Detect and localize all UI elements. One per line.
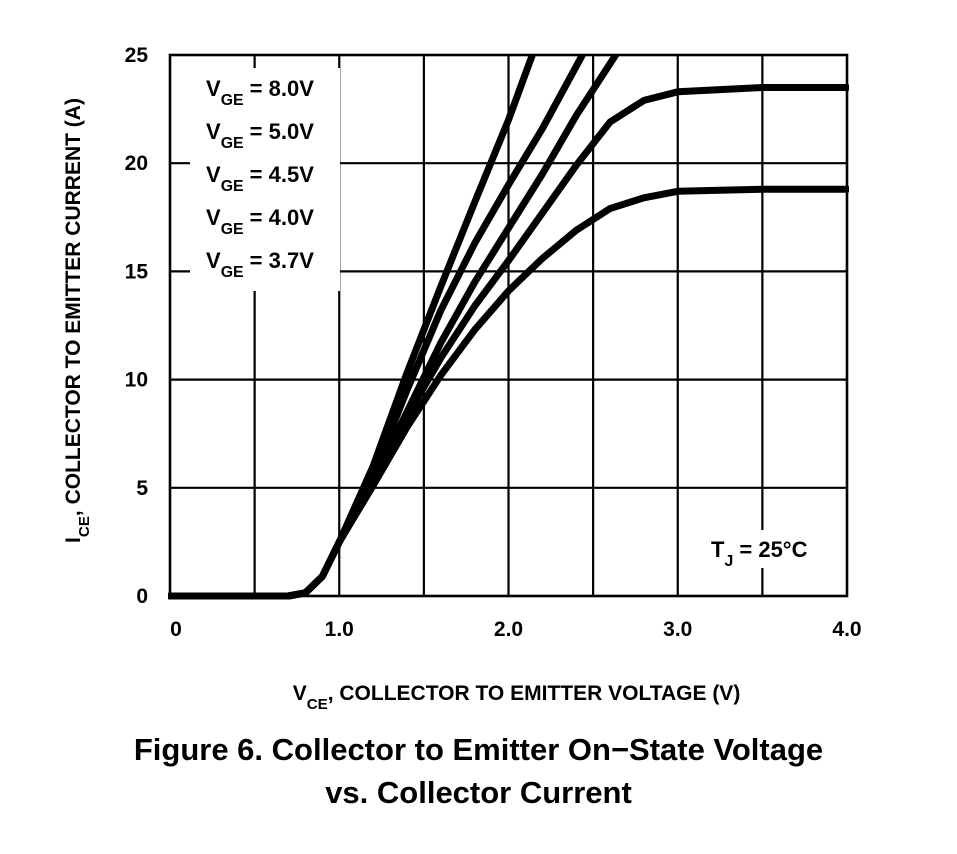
series-lines [168,55,849,600]
x-tick-label: 0 [170,618,182,641]
annotation-background [704,530,826,568]
x-tick-label: 4.0 [832,618,861,641]
legend-entry-4: VGE = 4.0V [206,205,314,238]
y-tick-label: 0 [136,585,148,608]
junction-temperature-label: TJ = 25°C [711,537,808,570]
y-axis-title: ICE, COLLECTOR TO EMITTER CURRENT (A) [62,98,93,543]
y-tick-label: 15 [125,260,149,283]
y-tick-label: 10 [125,369,148,392]
legend-entry-5: VGE = 3.7V [206,248,314,281]
annotation: TJ = 25°C [704,530,826,570]
y-tick-label: 5 [136,477,148,500]
legend-background [190,68,340,291]
legend-entry-1: VGE = 8.0V [206,76,314,109]
figure-caption-line-1: Figure 6. Collector to Emitter On−State … [133,732,824,767]
plot-frame [168,53,849,598]
figure-caption-line-2: vs. Collector Current [325,775,632,810]
legend-entry-3: VGE = 4.5V [206,162,314,195]
y-tick-label: 25 [125,44,149,67]
legend-entry-2: VGE = 5.0V [206,119,314,152]
y-tick-label: 20 [125,152,148,175]
x-tick-label: 3.0 [663,618,692,641]
x-tick-label: 1.0 [325,618,354,641]
x-axis-title: VCE, COLLECTOR TO EMITTER VOLTAGE (V) [293,682,741,713]
axis-titles: VCE, COLLECTOR TO EMITTER VOLTAGE (V) ICE… [62,98,740,712]
tick-labels: 0 1.0 2.0 3.0 4.0 0 5 10 15 20 25 [125,44,862,641]
x-tick-label: 2.0 [494,618,523,641]
series-line-5 [168,185,849,600]
legend: VGE = 8.0V VGE = 5.0V VGE = 4.5V VGE = 4.0V… [190,68,340,291]
